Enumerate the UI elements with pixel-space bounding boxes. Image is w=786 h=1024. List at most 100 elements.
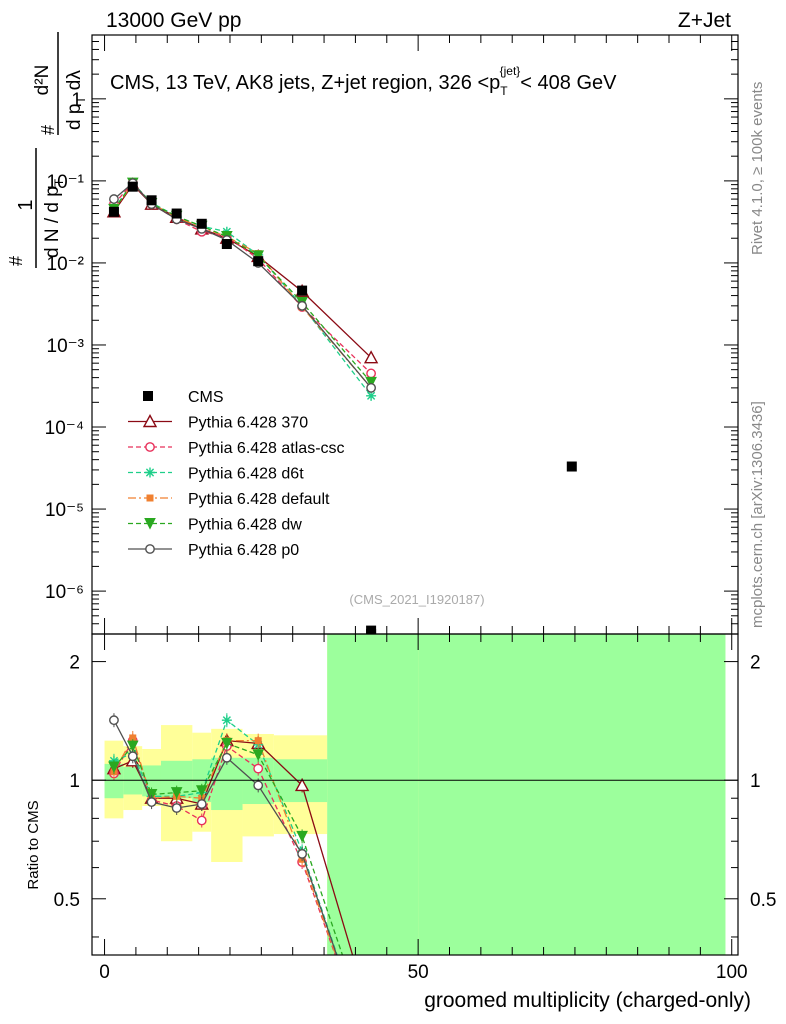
marker-square	[129, 734, 137, 742]
marker-circle	[171, 803, 182, 813]
rivet-version-label: Rivet 4.1.0, ≥ 100k events	[749, 82, 766, 255]
y-tick-label: 10⁻⁴	[45, 418, 84, 439]
marker-circle	[196, 799, 207, 809]
y-label-one: 1	[15, 199, 37, 210]
ratio-band-inner	[123, 767, 143, 795]
marker-triangle-down	[144, 518, 156, 530]
chart-title-sup: {jet}	[500, 64, 521, 78]
marker-triangle-down	[195, 785, 208, 797]
y-tick-label: 10⁻¹	[47, 172, 85, 193]
data-point	[297, 285, 308, 296]
y-label-hash-1: #	[6, 256, 26, 266]
x-tick-label: 50	[408, 962, 429, 983]
x-tick-label: 0	[99, 962, 110, 983]
marker-triangle-down	[296, 830, 308, 843]
ratio-tick-label-right: 0.5	[750, 890, 776, 911]
series-line	[113, 182, 372, 389]
ratio-panel-frame	[91, 633, 739, 956]
analysis-id-label: (CMS_2021_I1920187)	[349, 592, 484, 607]
data-point	[108, 206, 119, 217]
marker-triangle	[363, 350, 379, 364]
y-label-numerator2: d²N	[32, 65, 53, 96]
main-panel-series	[106, 177, 577, 634]
marker-circle	[146, 797, 157, 807]
y-label-denominator2: d pTdλ	[64, 70, 88, 130]
series-line	[113, 183, 372, 359]
marker-star	[366, 390, 377, 401]
marker-circle	[253, 763, 264, 774]
ratio-panel-series	[92, 713, 738, 955]
series-line	[113, 182, 372, 383]
chart-title-main: CMS, 13 TeV, AK8 jets, Z+jet region, 326…	[110, 72, 500, 94]
header-process-label: Z+Jet	[678, 9, 731, 32]
marker-triangle	[294, 777, 310, 792]
y-label-denominator: d N / d pT	[42, 178, 66, 258]
chart-title-tail: < 408 GeV	[520, 72, 617, 94]
y-tick-label: 1	[71, 90, 82, 111]
legend: CMS Pythia 6.428 370 Pythia 6.428 atlas-cs…	[128, 389, 345, 559]
ratio-tick-label-right: 1	[750, 771, 761, 792]
y-tick-label: 10⁻³	[47, 336, 85, 357]
marker-triangle	[142, 414, 158, 428]
ratio-tick-label: 1	[69, 771, 80, 792]
marker-star	[145, 467, 155, 478]
marker-circle	[366, 382, 376, 393]
marker-circle	[145, 442, 155, 452]
x-axis-label: groomed multiplicity (charged-only)	[424, 989, 751, 1012]
legend-label-data: CMS	[188, 389, 224, 406]
chart-title: CMS, 13 TeV, AK8 jets, Z+jet region, 326…	[110, 64, 617, 98]
marker-square	[146, 494, 154, 502]
marker-square	[254, 737, 262, 745]
legend-label: Pythia 6.428 d6t	[188, 466, 304, 483]
main-series-clipped	[106, 177, 577, 634]
legend-marker-data	[143, 391, 153, 401]
header-energy-label: 13000 GeV pp	[106, 9, 241, 32]
y-tick-label: 10⁻⁶	[45, 582, 84, 603]
marker-circle	[221, 752, 232, 763]
marker-circle	[145, 544, 155, 554]
chart-title-sub: T	[500, 84, 508, 98]
data-point	[127, 181, 138, 192]
x-tick-label: 100	[716, 962, 748, 983]
legend-label: Pythia 6.428 dw	[188, 517, 302, 534]
ratio-band-inner	[418, 634, 726, 955]
series-line	[113, 182, 372, 389]
data-point	[253, 256, 264, 267]
data-point	[221, 239, 232, 250]
ratio-uncertainty-bands	[104, 634, 726, 955]
y-tick-label: 10⁻²	[47, 254, 85, 275]
legend-label: Pythia 6.428 p0	[188, 542, 299, 559]
mcplots-label: mcplots.cern.ch [arXiv:1306.3436]	[749, 401, 766, 628]
ratio-line	[113, 736, 337, 955]
ratio-tick-label: 0.5	[54, 890, 80, 911]
ratio-y-axis-label: Ratio to CMS	[25, 800, 42, 889]
marker-triangle-down	[221, 737, 233, 750]
marker-circle	[109, 715, 119, 726]
series-line	[113, 181, 372, 374]
ratio-tick-label: 2	[69, 653, 80, 674]
marker-circle	[196, 815, 207, 826]
legend-label: Pythia 6.428 370	[188, 415, 308, 432]
marker-circle	[297, 300, 308, 311]
ratio-tick-label-right: 2	[750, 653, 761, 674]
marker-star	[221, 715, 232, 726]
marker-triangle-down	[252, 250, 265, 262]
axes: 10⁻⁶ 10⁻⁵ 10⁻⁴ 10⁻³ 10⁻² 10⁻¹ 1 0.5 0.5 1 1 2 2 0 50 10…	[45, 34, 776, 983]
marker-circle	[253, 780, 264, 791]
ratio-band-inner	[327, 634, 419, 955]
legend-label: Pythia 6.428 default	[188, 491, 330, 508]
marker-triangle-down	[108, 761, 120, 774]
data-point	[146, 195, 157, 206]
y-label-hash-2: #	[38, 125, 58, 135]
data-point	[171, 208, 182, 219]
ratio-line	[113, 719, 338, 955]
marker-triangle-down	[170, 787, 183, 799]
series-line	[113, 182, 372, 397]
marker-circle	[109, 194, 119, 204]
marker-circle	[366, 368, 376, 379]
y-tick-label: 10⁻⁵	[45, 500, 84, 521]
marker-circle	[297, 849, 308, 859]
legend-label: Pythia 6.428 atlas-csc	[188, 440, 345, 457]
marker-triangle-down	[365, 376, 377, 389]
